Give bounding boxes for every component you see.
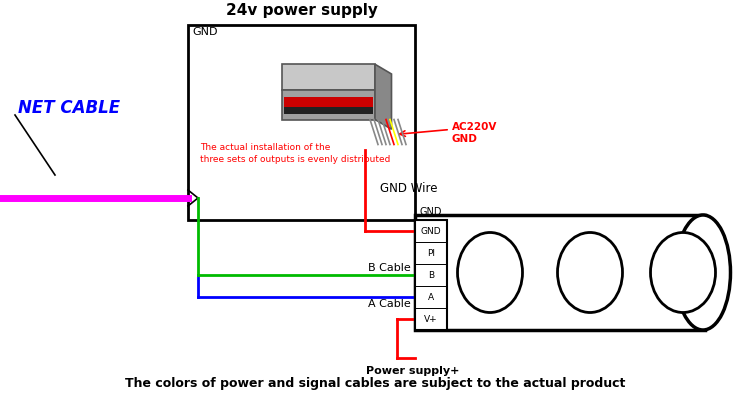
Ellipse shape — [557, 232, 622, 312]
Polygon shape — [281, 64, 375, 90]
Polygon shape — [284, 106, 373, 114]
Text: A: A — [428, 292, 434, 302]
Text: Power supply+: Power supply+ — [366, 366, 460, 376]
Text: GND Wire: GND Wire — [380, 182, 437, 194]
Bar — [188, 25, 415, 220]
Polygon shape — [375, 64, 392, 129]
Bar — [415, 220, 447, 330]
Text: V+: V+ — [424, 314, 438, 324]
Text: GND: GND — [452, 134, 478, 144]
Text: 24v power supply: 24v power supply — [226, 3, 377, 18]
Text: PI: PI — [427, 248, 435, 258]
Text: A Cable: A Cable — [368, 299, 411, 309]
Text: B Cable: B Cable — [368, 263, 411, 273]
Text: GND: GND — [421, 226, 441, 236]
Ellipse shape — [458, 232, 523, 312]
Ellipse shape — [650, 232, 716, 312]
Text: GND: GND — [420, 207, 442, 217]
Text: B: B — [428, 270, 434, 280]
Text: three sets of outputs is evenly distributed: three sets of outputs is evenly distribu… — [200, 156, 390, 164]
Polygon shape — [284, 97, 373, 106]
Text: GND: GND — [192, 27, 217, 37]
Ellipse shape — [676, 215, 730, 330]
Bar — [415, 215, 705, 330]
Polygon shape — [281, 90, 375, 120]
Text: NET CABLE: NET CABLE — [18, 99, 120, 117]
Text: The actual installation of the: The actual installation of the — [200, 144, 330, 152]
Text: AC220V: AC220V — [452, 122, 497, 132]
Text: The colors of power and signal cables are subject to the actual product: The colors of power and signal cables ar… — [124, 377, 626, 390]
